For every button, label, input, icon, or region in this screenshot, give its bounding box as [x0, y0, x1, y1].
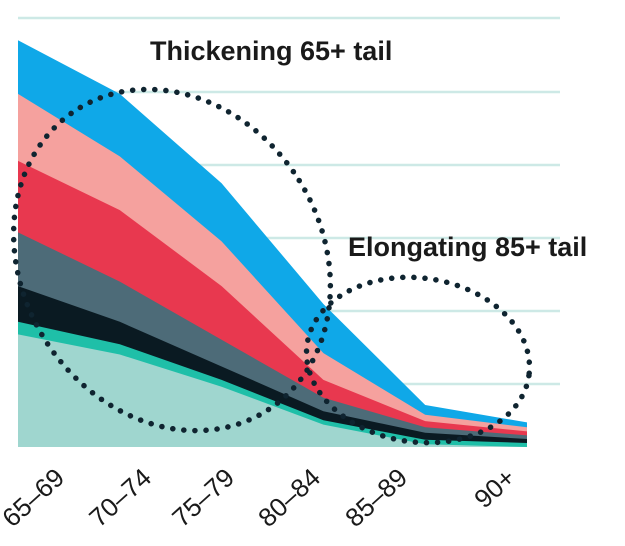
x-tick-label: 75–79	[166, 462, 240, 533]
stacked-areas	[18, 40, 527, 448]
x-tick-label: 70–74	[83, 462, 157, 533]
x-tick-label: 65–69	[0, 462, 70, 533]
x-tick-label: 90+	[468, 462, 521, 514]
area-base-fill	[18, 334, 527, 447]
x-tick-label: 80–84	[252, 462, 326, 533]
x-tick-label: 85–89	[339, 462, 413, 533]
annotation-thickening: Thickening 65+ tail	[150, 36, 392, 66]
thickening-ellipse	[10, 86, 334, 434]
elongating-ellipse	[303, 274, 533, 446]
annotation-elongating: Elongating 85+ tail	[348, 232, 587, 262]
x-axis-tick-labels: 65–69 70–74 75–79 80–84 85–89 90+	[0, 462, 521, 533]
annotation-ellipses	[10, 86, 533, 446]
